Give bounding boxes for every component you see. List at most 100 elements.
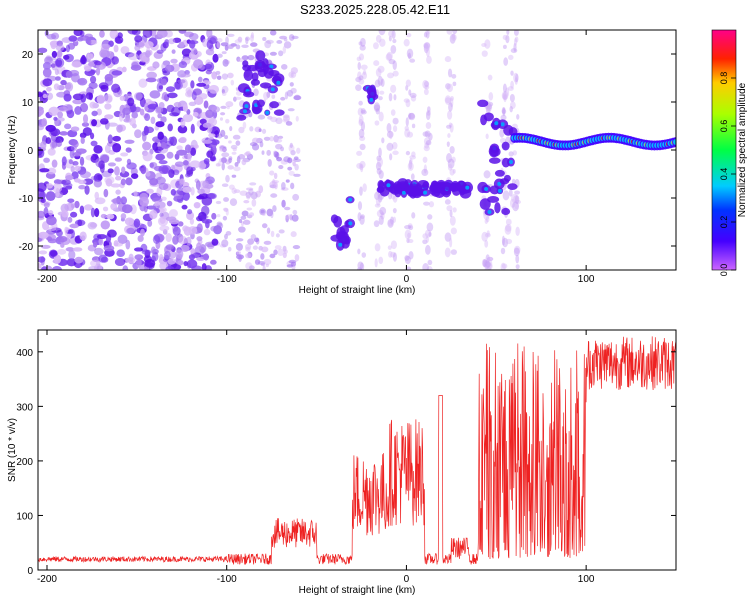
spectrogram-cell [513,195,520,203]
spectrogram-cell [386,183,391,188]
spectrogram-cell [235,242,243,251]
spectrogram-cell [514,77,518,85]
spectrogram-cell [380,78,385,88]
spectrogram-cell [261,223,268,229]
spectrogram-cell [203,228,211,236]
spectrogram-cell [88,82,98,90]
spectrogram-cell [232,134,241,140]
spectrogram-cell [201,218,213,224]
spectrogram-cell [375,68,382,77]
spectrogram-cell [125,177,133,186]
spectrogram-cell [249,126,254,132]
spectrogram-cell [124,139,135,144]
spectrogram-cell [144,41,154,49]
spectrogram-cell [38,262,42,269]
spectrogram-cell [256,99,265,108]
spectrogram-cell [187,152,192,162]
spectrogram-cell [482,259,487,268]
spectrogram-cell [504,225,512,235]
spectrogram-cell [53,116,58,121]
spectrogram-cell [292,209,298,215]
spectrogram-cell [358,115,364,125]
spectrogram-cell [158,182,169,191]
spectrogram-cell [43,207,49,217]
spectrogram-cell [390,240,397,250]
spectrogram-cell [61,156,67,166]
spectrogram-cell [513,245,521,255]
colorbar-tick-label: 0.4 [719,168,729,181]
spectrogram-cell [149,210,158,220]
spectrogram-cell [251,143,260,151]
spectrogram-cell [404,255,410,261]
spectrogram-cell [263,91,269,100]
spectrogram-cell [266,208,274,217]
spectrogram-cell [165,244,175,250]
spectrogram-cell [278,50,284,57]
spectrogram-cell [211,238,219,246]
spectrogram-cell [202,139,213,144]
spectrogram-cell [261,246,269,253]
spectrogram-cell [408,89,412,96]
spectrogram-cell [505,218,512,226]
spectrogram-cell [118,112,124,122]
spectrogram-cell [152,234,161,244]
spectrogram-cell [392,207,397,214]
spectrogram-cell [512,201,519,212]
spectrogram-cell [287,108,295,112]
spectrogram-cell [47,148,56,156]
spectrogram-cell [64,123,72,130]
spectrogram-cell [445,97,451,104]
spectrogram-cell [511,178,516,185]
spectrogram-cell [278,164,284,170]
spectrogram-cell [116,249,125,257]
spectrogram-cell [54,68,59,76]
spectrogram-cell [94,207,100,218]
spectrogram-cell [225,174,230,183]
spectrogram-cell [292,193,300,201]
spectrogram-cell [243,200,250,204]
spectrogram-cell [388,131,393,140]
spectrogram-cell [144,102,149,112]
spectrogram-cell [509,198,516,208]
spectrogram-cell [392,70,399,77]
spectrogram-cell [277,135,284,139]
spectrogram-cell [486,262,493,270]
spectrogram-cell [211,71,218,80]
spectrogram-cell [127,30,138,35]
spectrogram-cell [228,184,235,190]
spectrogram-cell [357,261,364,270]
spectrogram-cell [426,222,434,232]
spectrogram-cell [144,258,156,268]
spectrogram-cell [190,123,195,134]
spectrogram-cell [81,122,90,127]
spectrogram-cell [294,163,299,171]
spectrogram-cell [147,103,159,110]
spectrogram-cell [224,135,229,140]
spectrogram-cell [484,232,491,238]
spectrogram-cell [259,141,264,148]
spectrogram-cell [46,236,53,241]
spectrogram-cell [146,71,158,79]
spectrogram-cell [501,207,511,216]
spectrogram-cell [357,71,362,81]
spectrogram-cell [408,251,414,260]
spectrogram-cell [249,182,257,186]
spectrogram-cell [482,259,488,268]
spectrogram-cell [74,165,81,172]
spectrogram-cell [262,37,267,41]
spectrogram-cell [425,30,431,35]
spectrogram-cell [210,259,217,265]
spectrogram-cell [89,39,98,45]
spectrogram-cell [115,189,121,195]
spectrogram-cell [114,166,120,176]
spectrogram-cell [190,147,197,156]
spectrogram-cell [152,61,160,69]
spectrogram-cell [49,250,58,257]
bottom-y-axis: 0 100 200 300 400 [16,348,676,577]
spectrogram-cell [249,265,255,270]
spectrogram-cell [359,186,363,196]
spectrogram-cell [223,197,230,202]
spectrogram-cell [424,130,431,138]
spectrogram-cell [515,226,520,236]
